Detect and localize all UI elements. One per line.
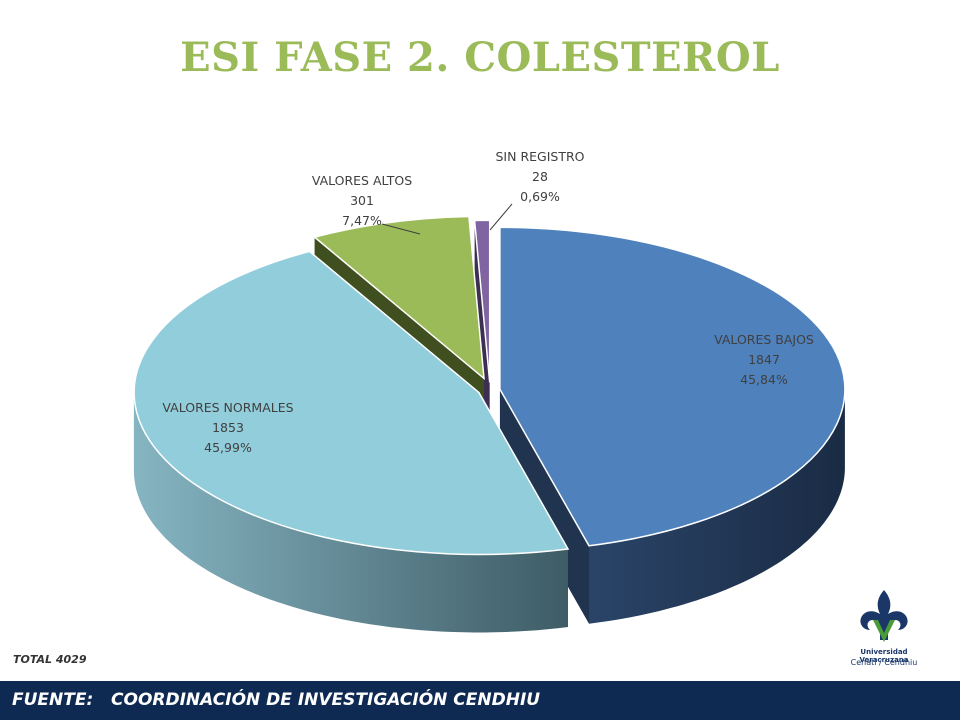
data-label-valores-altos: VALORES ALTOS 301 7,47% [312,173,412,228]
pie-chart: VALORES BAJOS 1847 45,84% VALORES NORMALES 1… [133,149,846,633]
leader-line [489,203,513,231]
pie-slice-cut-face [474,220,490,461]
pie-slice-valores-altos [313,215,485,381]
logo-university-text: Universidad Veracruzana [859,648,909,664]
pie-slice-side [589,391,845,624]
footer-source-text: FUENTE: COORDINACIÓN DE INVESTIGACIÓN CE… [12,690,541,710]
data-label-valores-bajos: VALORES BAJOS 1847 45,84% [714,332,814,387]
logo-department-text: Cenati / Cendhiu [850,658,918,667]
footer-bar: FUENTE: COORDINACIÓN DE INVESTIGACIÓN CE… [0,681,960,720]
leader-line [381,223,421,235]
chart-title: ESI FASE 2. COLESTEROL [180,34,780,81]
pie-slice-valores-bajos [499,226,846,547]
data-label-valores-normales: VALORES NORMALES 1853 45,99% [162,400,293,455]
fleur-de-lis-logo-icon [860,590,908,642]
pie-slice-sin-registro [473,219,491,383]
university-logo: Universidad Veracruzana Cenati / Cendhiu [836,588,932,674]
pie-slice-side [133,392,568,633]
total-label: TOTAL 4029 [13,653,87,666]
data-label-sin-registro: SIN REGISTRO 28 0,69% [496,149,585,204]
pie-slice-valores-normales [133,250,570,556]
